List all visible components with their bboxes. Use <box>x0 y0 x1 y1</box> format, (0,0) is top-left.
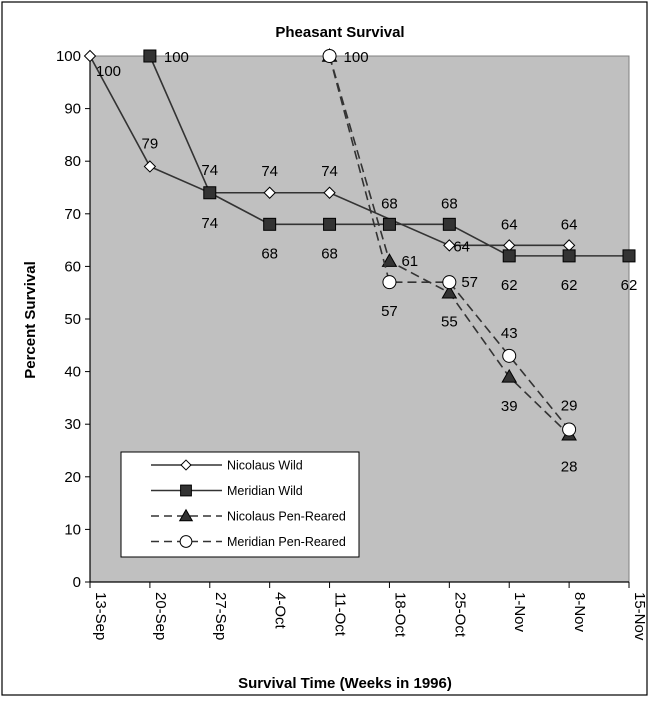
data-label: 64 <box>453 238 470 255</box>
data-point <box>382 217 396 231</box>
x-tick-label: 15-Nov <box>631 592 648 641</box>
data-point <box>322 49 337 63</box>
data-point <box>323 217 337 231</box>
data-label: 100 <box>96 63 121 80</box>
y-tick-label: 0 <box>73 574 81 591</box>
series-3 <box>322 49 577 437</box>
data-label: 64 <box>501 216 518 233</box>
x-axis-title: Survival Time (Weeks in 1996) <box>238 675 452 692</box>
series-line <box>328 55 570 430</box>
data-label: 61 <box>401 253 418 270</box>
data-point <box>143 49 157 63</box>
data-label: 74 <box>261 163 278 180</box>
data-point <box>622 249 636 263</box>
y-tick-label: 30 <box>64 416 81 433</box>
y-tick-label: 20 <box>64 469 81 486</box>
data-point <box>381 253 398 267</box>
series-line <box>89 55 570 247</box>
data-point <box>203 186 217 200</box>
data-point <box>502 249 516 263</box>
data-label: 57 <box>461 274 478 291</box>
legend-marker <box>180 459 192 471</box>
y-tick-label: 70 <box>64 206 81 223</box>
data-label: 55 <box>441 314 458 331</box>
data-label: 62 <box>561 277 578 294</box>
y-tick-label: 40 <box>64 364 81 381</box>
data-label: 68 <box>441 195 458 212</box>
data-point <box>323 186 336 199</box>
y-axis-title: Percent Survival <box>22 261 39 379</box>
x-tick-label: 8-Nov <box>571 592 588 633</box>
legend-box <box>120 451 360 558</box>
y-tick-label: 50 <box>64 311 81 328</box>
y-tick-label: 60 <box>64 258 81 275</box>
data-label: 62 <box>621 277 638 294</box>
data-label: 68 <box>381 195 398 212</box>
x-tick-label: 27-Sep <box>212 592 229 640</box>
y-tick-label: 80 <box>64 153 81 170</box>
data-label: 74 <box>201 215 218 232</box>
x-tick-label: 4-Oct <box>272 592 289 630</box>
y-tick-label: 100 <box>56 48 81 65</box>
data-label: 68 <box>261 245 278 262</box>
x-tick-label: 25-Oct <box>451 592 468 638</box>
data-label: 74 <box>201 162 218 179</box>
data-label-layer: 100 79 74 74 74 64 64 64 100 74 68 68 68 68 62 62 62 61 55… <box>96 49 637 476</box>
data-label: 29 <box>561 397 578 414</box>
x-tick-label: 13-Sep <box>92 592 109 640</box>
legend: Nicolaus Wild Meridian Wild Nicolaus Pen-R… <box>120 451 360 558</box>
data-label: 100 <box>344 49 369 66</box>
x-axis: 13-Sep 20-Sep 27-Sep 4-Oct 11-Oct 18-Oct 25-Oc… <box>89 581 648 641</box>
legend-marker <box>179 535 193 548</box>
data-point <box>442 217 456 231</box>
data-point <box>382 275 397 290</box>
data-label: 74 <box>321 163 338 180</box>
legend-marker <box>180 484 192 497</box>
data-label: 100 <box>164 49 189 66</box>
legend-marker <box>178 508 194 522</box>
y-axis: 0 10 20 30 40 50 60 70 80 90 100 <box>56 48 91 591</box>
data-point <box>83 49 97 63</box>
data-label: 64 <box>561 216 578 233</box>
x-tick-label: 11-Oct <box>332 592 349 637</box>
data-label: 79 <box>142 135 159 152</box>
series-1 <box>143 49 636 263</box>
data-point <box>263 217 277 231</box>
data-point <box>501 368 518 383</box>
data-point <box>441 284 458 299</box>
legend-label: Nicolaus Wild <box>227 459 303 473</box>
legend-label: Nicolaus Pen-Reared <box>227 510 346 524</box>
y-tick-label: 10 <box>64 521 81 538</box>
chart-title: Pheasant Survival <box>275 24 404 41</box>
series-layer <box>83 47 636 441</box>
data-label: 43 <box>501 325 518 342</box>
legend-label: Meridian Pen-Reared <box>227 535 346 549</box>
x-tick-label: 18-Oct <box>391 592 408 638</box>
data-label: 57 <box>381 303 398 320</box>
y-tick-label: 90 <box>64 101 81 118</box>
data-point <box>562 249 576 263</box>
data-point <box>502 348 517 363</box>
data-point <box>143 160 157 173</box>
data-label: 39 <box>501 398 518 415</box>
data-point <box>442 275 457 290</box>
x-tick-label: 1-Nov <box>511 592 528 633</box>
data-label: 68 <box>321 245 338 262</box>
data-label: 28 <box>561 459 578 476</box>
data-point <box>443 239 456 252</box>
data-point <box>263 186 276 199</box>
data-label: 62 <box>501 277 518 294</box>
data-point <box>562 422 577 437</box>
legend-label: Meridian Wild <box>227 484 303 498</box>
x-tick-label: 20-Sep <box>152 592 169 640</box>
